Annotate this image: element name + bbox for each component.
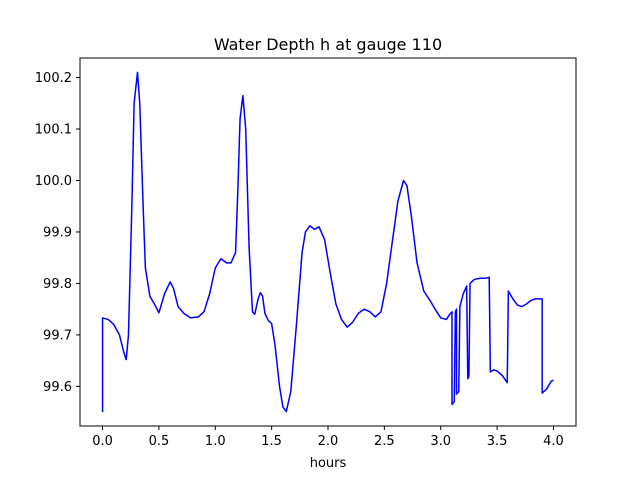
x-tick-label: 4.0 xyxy=(543,434,564,449)
x-axis-label: hours xyxy=(310,456,347,471)
x-tick-label: 0.5 xyxy=(149,434,170,449)
y-tick-label: 99.6 xyxy=(43,380,72,395)
y-tick-label: 100.0 xyxy=(35,174,72,189)
x-tick-label: 2.5 xyxy=(374,434,395,449)
x-axis: 0.0 0.5 1.0 1.5 2.0 2.5 3.0 3.5 4.0 xyxy=(92,426,564,449)
plot-frame xyxy=(79,57,577,427)
x-tick-label: 3.0 xyxy=(430,434,451,449)
y-tick-label: 100.1 xyxy=(35,123,72,138)
x-tick-label: 1.5 xyxy=(261,434,282,449)
x-tick-label: 0.0 xyxy=(92,434,113,449)
y-axis: 99.6 99.7 99.8 99.9 100.0 100.1 100.2 xyxy=(35,71,80,395)
y-tick-label: 99.8 xyxy=(43,277,72,292)
y-tick-label: 99.9 xyxy=(43,225,72,240)
x-tick-label: 2.0 xyxy=(318,434,339,449)
x-tick-label: 3.5 xyxy=(487,434,508,449)
y-tick-label: 100.2 xyxy=(35,71,72,86)
series-line xyxy=(101,71,554,413)
y-tick-label: 99.7 xyxy=(43,328,72,343)
chart-title: Water Depth h at gauge 110 xyxy=(214,35,442,54)
x-tick-label: 1.0 xyxy=(205,434,226,449)
